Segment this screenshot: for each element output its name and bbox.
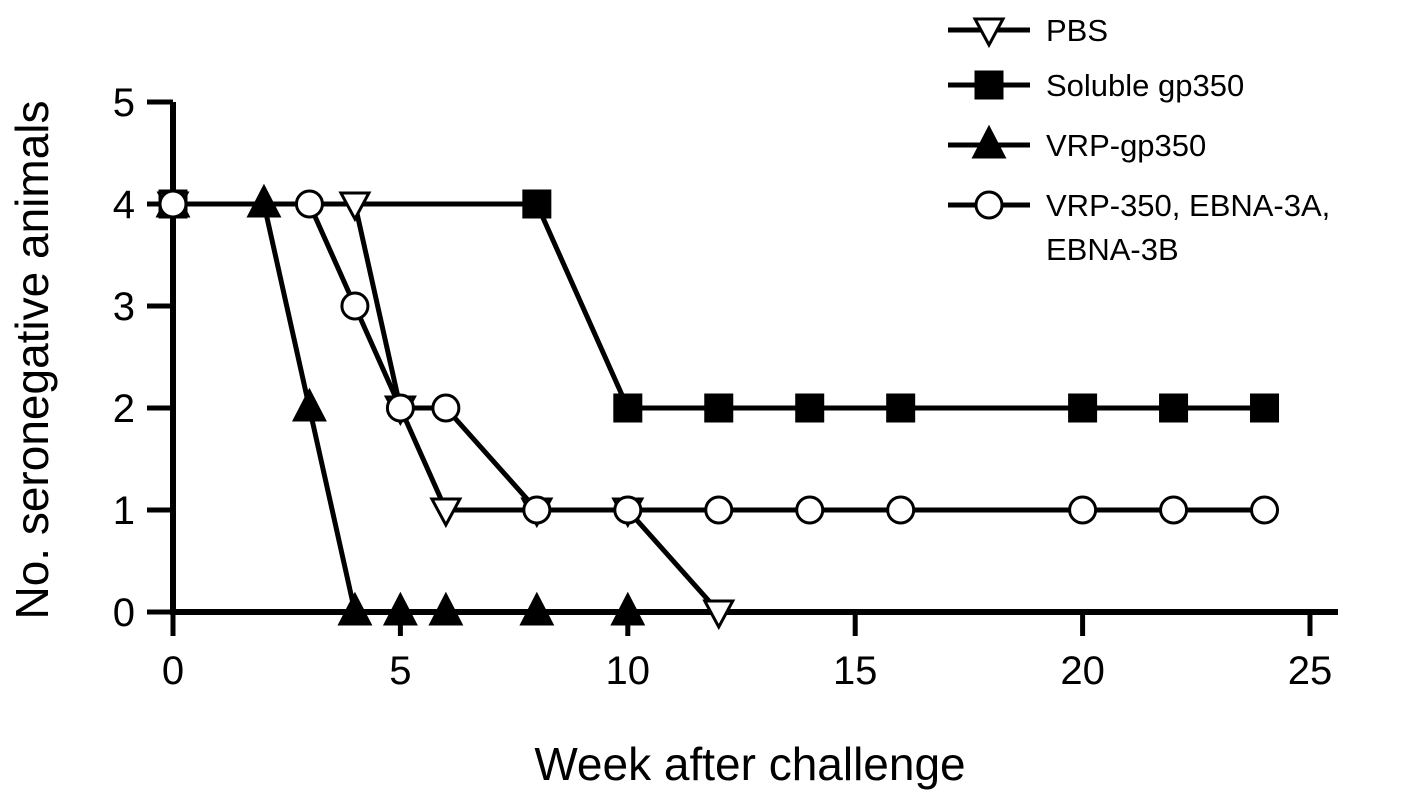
data-point-s1 (1159, 393, 1189, 423)
data-point-s1 (522, 189, 552, 219)
legend-marker-0 (972, 17, 1006, 49)
data-point-s2 (428, 591, 464, 626)
y-tick-label: 3 (113, 285, 135, 329)
legend-label-1: Soluble gp350 (1046, 68, 1244, 103)
data-point-s1 (1250, 393, 1280, 423)
y-tick-label: 0 (113, 591, 135, 635)
data-point-s0 (702, 599, 736, 631)
data-point-s2 (291, 387, 327, 422)
data-point-s3 (522, 495, 552, 525)
y-tick-label: 2 (113, 387, 135, 431)
data-point-s3 (886, 495, 916, 525)
legend-label-0: PBS (1046, 13, 1108, 48)
legend-marker-3 (974, 190, 1004, 220)
data-point-s1 (795, 393, 825, 423)
x-tick-label: 25 (1288, 649, 1333, 693)
x-tick-label: 10 (606, 649, 651, 693)
data-point-s2 (246, 183, 282, 218)
data-point-s3 (158, 189, 188, 219)
data-point-s1 (613, 393, 643, 423)
plot-area (155, 183, 1280, 631)
data-point-s3 (1068, 495, 1098, 525)
legend-label-2: VRP-gp350 (1046, 128, 1206, 163)
x-tick-label: 20 (1060, 649, 1105, 693)
data-point-s3 (1250, 495, 1280, 525)
legend-marker-2 (971, 124, 1007, 159)
data-point-s2 (337, 591, 373, 626)
data-point-s1 (886, 393, 916, 423)
data-point-s0 (429, 497, 463, 529)
data-point-s3 (613, 495, 643, 525)
data-point-s3 (795, 495, 825, 525)
data-point-s3 (431, 393, 461, 423)
data-point-s2 (382, 591, 418, 626)
data-point-s2 (610, 591, 646, 626)
data-point-s1 (1068, 393, 1098, 423)
data-point-s2 (519, 591, 555, 626)
data-point-s3 (1159, 495, 1189, 525)
x-tick-label: 5 (389, 649, 411, 693)
data-point-s3 (340, 291, 370, 321)
data-point-s3 (294, 189, 324, 219)
x-axis-title: Week after challenge (534, 738, 965, 790)
legend-label-3: EBNA-3B (1046, 232, 1179, 267)
y-tick-label: 5 (113, 81, 135, 125)
legend: PBS Soluble gp350 VRP-gp350 VRP-350, EBNA-3… (948, 13, 1330, 267)
data-point-s0 (338, 191, 372, 223)
legend-label-3: VRP-350, EBNA-3A, (1046, 188, 1330, 223)
x-tick-label: 15 (833, 649, 878, 693)
y-tick-label: 1 (113, 489, 135, 533)
y-axis-title: No. seronegative animals (6, 100, 58, 619)
data-point-s1 (704, 393, 734, 423)
series-line-2 (173, 201, 628, 615)
x-tick-label: 0 (162, 649, 184, 693)
y-tick-label: 4 (113, 183, 135, 227)
data-point-s3 (704, 495, 734, 525)
legend-marker-1 (974, 70, 1004, 100)
data-point-s3 (385, 393, 415, 423)
